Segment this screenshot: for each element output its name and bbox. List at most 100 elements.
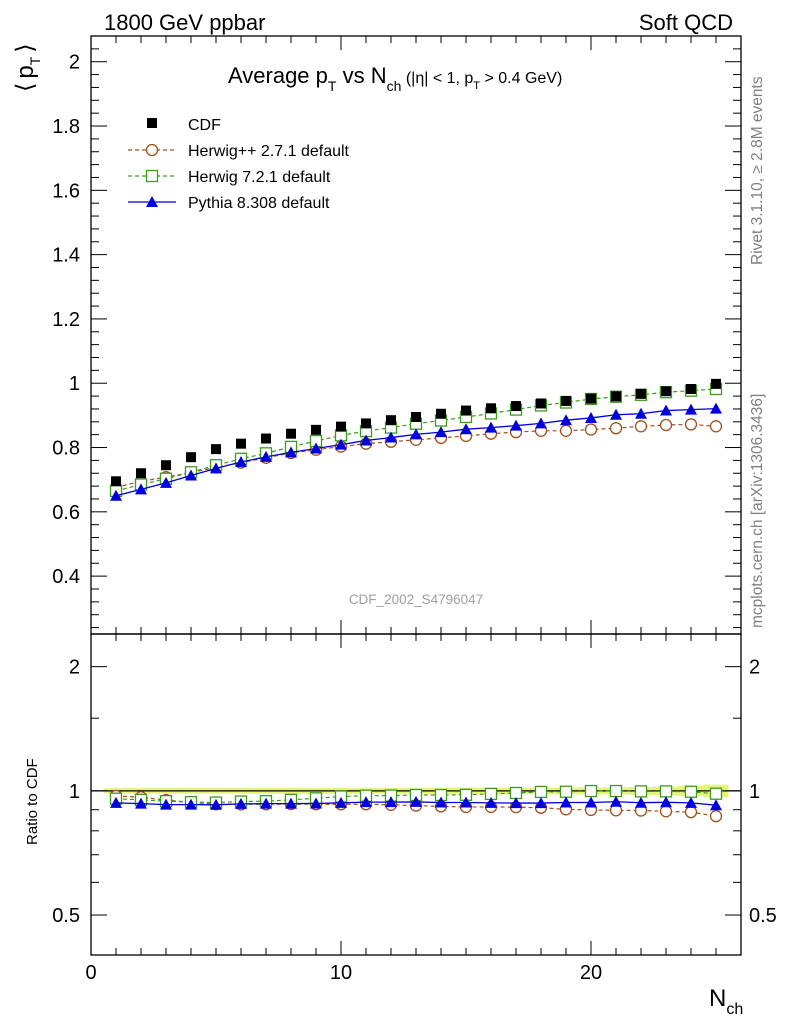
ratio-ylabel: Ratio to CDF (24, 758, 41, 845)
main-point-pythia (585, 411, 597, 423)
ylabel-sub: T (27, 56, 43, 65)
main-point-cdf (636, 388, 646, 399)
legend-label-herwigpp: Herwig++ 2.7.1 default (188, 143, 350, 160)
y-tick-label: 0.4 (52, 566, 80, 588)
legend-marker-herwig7 (145, 169, 159, 183)
legend-marker-cdf (147, 118, 157, 128)
main-point-herwigpp (609, 422, 623, 435)
legend: CDF Herwig++ 2.7.1 default Herwig 7.2.1 … (128, 117, 350, 212)
main-point-pythia (135, 483, 147, 495)
main-ticks-layer: 0.4 0.6 0.8 1 1.2 1.4 1.6 1.8 2 (52, 36, 742, 634)
ratio-point-pythia (260, 797, 272, 809)
main-point-cdf (411, 411, 421, 422)
main-point-pythia (485, 421, 497, 433)
main-point-cdf (661, 386, 671, 397)
main-point-cdf (311, 424, 321, 435)
ratio-point-pythia (285, 797, 297, 809)
legend-marker-herwigpp (145, 143, 159, 157)
ratio-point-herwig7 (584, 784, 598, 798)
main-panel: 0.4 0.6 0.8 1 1.2 1.4 1.6 1.8 2 (52, 35, 742, 635)
ratio-point-herwig7 (684, 785, 698, 798)
ratio-point-pythia (710, 799, 722, 811)
ratio-point-pythia (110, 796, 122, 808)
main-title: Average pT vs Nch (|η| < 1, pT > 0.4 GeV… (228, 63, 562, 94)
xlabel-main: N (709, 985, 726, 1012)
ratio-point-herwig7 (609, 784, 623, 798)
x-tick-labels: 0 10 20 (85, 962, 602, 984)
ratio-point-pythia (560, 796, 572, 808)
main-point-cdf (711, 378, 721, 389)
ratio-series-layer (109, 784, 723, 823)
ratio-point-pythia (585, 796, 597, 808)
title-pre: Average p (228, 63, 328, 88)
main-point-cdf (536, 398, 546, 409)
main-point-herwigpp (559, 424, 573, 437)
legend-entry-cdf: CDF (147, 117, 221, 134)
y-tick-label: 2 (69, 52, 80, 74)
main-point-pythia (110, 489, 122, 501)
ratio-point-herwig7 (709, 787, 723, 800)
ratio-point-pythia (660, 796, 672, 808)
main-point-pythia (510, 419, 522, 431)
ratio-point-pythia (385, 796, 397, 808)
main-point-pythia (185, 469, 197, 481)
y-tick-label: 0.8 (52, 438, 80, 460)
category-label: Soft QCD (639, 10, 733, 35)
ratio-point-pythia (485, 796, 497, 808)
main-point-cdf (611, 391, 621, 402)
x-axis-label: Nch (709, 985, 743, 1018)
main-point-cdf (686, 384, 696, 395)
title-sub2: ch (387, 78, 402, 94)
ratio-point-pythia (460, 796, 472, 808)
title-mid: vs N (336, 63, 386, 88)
main-point-pythia (460, 423, 472, 435)
y-tick-label: 1.2 (52, 309, 80, 331)
x-tick-label: 10 (330, 962, 352, 984)
ratio-point-herwigpp (684, 805, 698, 819)
ratio-point-herwig7 (534, 785, 548, 799)
ratio-point-pythia (360, 796, 372, 808)
main-point-pythia (210, 462, 222, 474)
main-point-pythia (235, 455, 247, 467)
main-point-pythia (535, 417, 547, 429)
ratio-point-pythia (635, 796, 647, 808)
main-point-cdf (186, 452, 196, 463)
ratio-point-herwigpp (709, 810, 723, 823)
main-point-pythia (635, 407, 647, 419)
ratio-point-pythia (160, 798, 172, 810)
main-point-pythia (335, 438, 347, 450)
ratio-y-tick-label-left: 2 (69, 657, 80, 679)
legend-entry-herwig7: Herwig 7.2.1 default (128, 169, 331, 186)
legend-marker-pythia (146, 196, 158, 207)
x-tick-label: 0 (85, 962, 96, 984)
ylabel-p: p (12, 65, 39, 78)
main-point-pythia (660, 404, 672, 416)
x-tick-label: 20 (580, 962, 602, 984)
y-tick-label: 1.4 (52, 245, 80, 267)
legend-label-pythia: Pythia 8.308 default (188, 195, 330, 212)
ratio-point-pythia (235, 797, 247, 809)
main-point-pythia (610, 408, 622, 420)
ratio-point-herwigpp (659, 805, 673, 818)
ratio-point-pythia (610, 795, 622, 807)
main-point-cdf (561, 395, 571, 406)
main-point-cdf (236, 438, 246, 449)
main-point-herwigpp (634, 420, 648, 433)
ratio-point-pythia (185, 798, 197, 810)
main-point-cdf (436, 408, 446, 419)
analysis-id: CDF_2002_S4796047 (349, 592, 483, 607)
ratio-point-pythia (135, 797, 147, 809)
xlabel-sub: ch (726, 1001, 743, 1018)
main-point-cdf (136, 468, 146, 479)
ratio-y-tick-label-right: 0.5 (749, 905, 777, 927)
ratio-ticks-layer: 0.5 1 2 0.5 1 2 (52, 634, 777, 956)
rivet-label: Rivet 3.1.10, ≥ 2.8M events (749, 76, 766, 265)
main-point-herwigpp (684, 418, 698, 431)
main-point-cdf (486, 403, 496, 414)
ratio-y-tick-label-right: 1 (749, 781, 760, 803)
legend-entry-herwigpp: Herwig++ 2.7.1 default (128, 143, 350, 160)
main-point-pythia (385, 431, 397, 443)
main-point-cdf (511, 401, 521, 412)
main-point-cdf (286, 428, 296, 439)
main-point-pythia (310, 442, 322, 454)
